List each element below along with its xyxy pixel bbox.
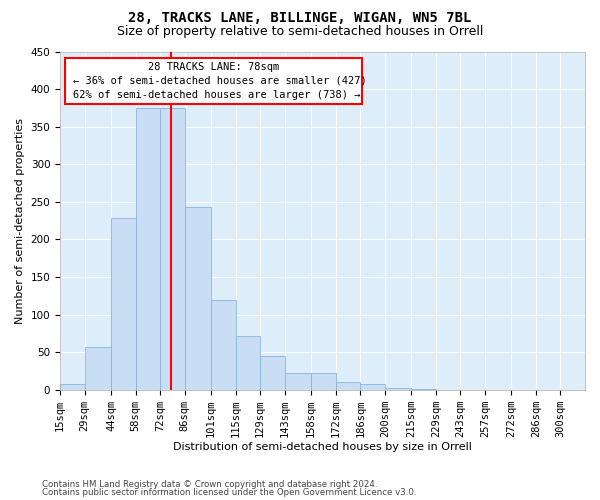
Text: 28, TRACKS LANE, BILLINGE, WIGAN, WN5 7BL: 28, TRACKS LANE, BILLINGE, WIGAN, WN5 7B… [128,11,472,25]
Bar [335,382,360,390]
Bar [285,373,311,390]
Text: 28 TRACKS LANE: 78sqm: 28 TRACKS LANE: 78sqm [148,62,279,72]
Bar [360,384,385,390]
Bar [311,373,335,390]
Bar [211,300,236,390]
Bar [411,389,436,390]
X-axis label: Distribution of semi-detached houses by size in Orrell: Distribution of semi-detached houses by … [173,442,472,452]
Text: Contains public sector information licensed under the Open Government Licence v3: Contains public sector information licen… [42,488,416,497]
Bar [260,356,285,390]
Bar [111,218,136,390]
Y-axis label: Number of semi-detached properties: Number of semi-detached properties [15,118,25,324]
Bar [136,108,160,390]
Bar [85,347,111,390]
Bar [185,207,211,390]
FancyBboxPatch shape [65,58,362,104]
Bar [385,388,411,390]
Bar [160,108,185,390]
Text: ← 36% of semi-detached houses are smaller (427): ← 36% of semi-detached houses are smalle… [73,75,367,85]
Bar [60,384,85,390]
Text: 62% of semi-detached houses are larger (738) →: 62% of semi-detached houses are larger (… [73,90,361,101]
Text: Size of property relative to semi-detached houses in Orrell: Size of property relative to semi-detach… [117,25,483,38]
Bar [236,336,260,390]
Text: Contains HM Land Registry data © Crown copyright and database right 2024.: Contains HM Land Registry data © Crown c… [42,480,377,489]
